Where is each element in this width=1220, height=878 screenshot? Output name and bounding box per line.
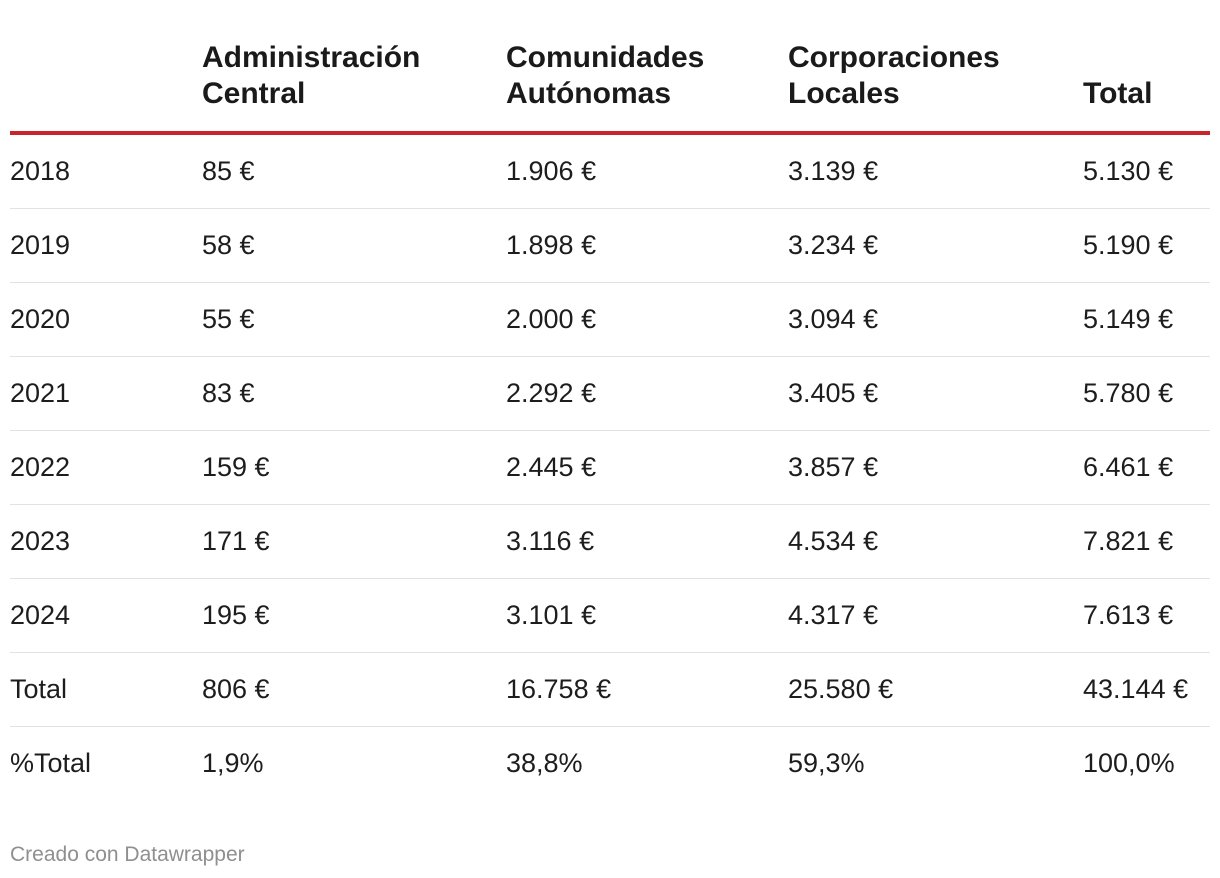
cell-total: 6.461 € [1083, 430, 1210, 505]
cell-total: 100,0% [1083, 748, 1175, 778]
cell-administracion-central: 58 € [202, 208, 506, 283]
cell-corporaciones-locales: 4.317 € [788, 578, 1083, 653]
cell-year: Total [10, 652, 202, 727]
cell-year: 2019 [10, 208, 202, 283]
cell-administracion-central: 83 € [202, 356, 506, 431]
cell-comunidades-autonomas: 38,8% [506, 748, 583, 778]
cell-corporaciones-locales: 3.857 € [788, 430, 1083, 505]
cell-comunidades-autonomas: 2.292 € [506, 356, 788, 431]
table-row: %Total 1,9% 38,8% 59,3% 100,0% [10, 727, 1210, 801]
cell-comunidades-autonomas: 1.906 € [506, 133, 788, 209]
cell-year: %Total [10, 748, 92, 778]
cell-year: 2018 [10, 133, 202, 209]
cell-corporaciones-locales: 3.139 € [788, 133, 1083, 209]
cell-comunidades-autonomas: 1.898 € [506, 208, 788, 283]
cell-administracion-central: 159 € [202, 430, 506, 505]
cell-corporaciones-locales: 25.580 € [788, 652, 1083, 727]
cell-corporaciones-locales: 3.234 € [788, 208, 1083, 283]
cell-administracion-central: 171 € [202, 504, 506, 579]
table-row: 2019 58 €1.898 €3.234 €5.190 € [10, 208, 1210, 283]
cell-administracion-central: 85 € [202, 133, 506, 209]
credit-footer[interactable]: Creado con Datawrapper [10, 843, 245, 866]
cell-administracion-central: 1,9% [202, 748, 264, 778]
table-row: 2018 85 €1.906 €3.139 €5.130 € [10, 133, 1210, 209]
cell-year: 2023 [10, 504, 202, 579]
data-table-container: Administración Central Comunidades Autónoma… [10, 40, 1210, 800]
cell-administracion-central: 806 € [202, 652, 506, 727]
cell-corporaciones-locales: 4.534 € [788, 504, 1083, 579]
cell-total: 43.144 € [1083, 652, 1210, 727]
cell-year: 2021 [10, 356, 202, 431]
table-row: 2020 55 €2.000 €3.094 €5.149 € [10, 282, 1210, 357]
header-line: Total [1083, 77, 1153, 110]
cell-total: 7.613 € [1083, 578, 1210, 653]
header-line: Comunidades [506, 41, 705, 74]
cell-corporaciones-locales: 3.405 € [788, 356, 1083, 431]
cell-comunidades-autonomas: 2.445 € [506, 430, 788, 505]
header-year [10, 40, 202, 135]
cell-year: 2020 [10, 282, 202, 357]
cell-comunidades-autonomas: 3.116 € [506, 504, 788, 579]
cell-corporaciones-locales: 59,3% [788, 748, 865, 778]
cell-total: 5.190 € [1083, 208, 1210, 283]
cell-comunidades-autonomas: 16.758 € [506, 652, 788, 727]
cell-comunidades-autonomas: 3.101 € [506, 578, 788, 653]
table-header: Administración Central Comunidades Autónoma… [10, 40, 1210, 135]
header-comunidades-autonomas: Comunidades Autónomas [506, 40, 788, 135]
header-line: Central [202, 77, 306, 110]
header-total: Total [1083, 40, 1210, 135]
cell-total: 7.821 € [1083, 504, 1210, 579]
header-line: Locales [788, 77, 900, 110]
header-row: Administración Central Comunidades Autónoma… [10, 40, 1210, 135]
header-corporaciones-locales: Corporaciones Locales [788, 40, 1083, 135]
table-row: Total 806 €16.758 €25.580 €43.144 € [10, 652, 1210, 727]
header-line: Autónomas [506, 77, 671, 110]
table-row: 2022 159 €2.445 €3.857 €6.461 € [10, 430, 1210, 505]
cell-year: 2024 [10, 578, 202, 653]
cell-total: 5.130 € [1083, 133, 1210, 209]
header-line: Corporaciones [788, 41, 1000, 74]
cell-total: 5.149 € [1083, 282, 1210, 357]
cell-administracion-central: 195 € [202, 578, 506, 653]
header-line: Administración [202, 41, 421, 74]
table-row: 2023 171 €3.116 €4.534 €7.821 € [10, 504, 1210, 579]
cell-year: 2022 [10, 430, 202, 505]
data-table: Administración Central Comunidades Autónoma… [10, 40, 1210, 800]
cell-total: 5.780 € [1083, 356, 1210, 431]
cell-corporaciones-locales: 3.094 € [788, 282, 1083, 357]
cell-comunidades-autonomas: 2.000 € [506, 282, 788, 357]
table-row: 2024 195 €3.101 €4.317 €7.613 € [10, 578, 1210, 653]
table-body: 2018 85 €1.906 €3.139 €5.130 €2019 58 €1.8… [10, 133, 1210, 800]
cell-administracion-central: 55 € [202, 282, 506, 357]
header-administracion-central: Administración Central [202, 40, 506, 135]
table-row: 2021 83 €2.292 €3.405 €5.780 € [10, 356, 1210, 431]
